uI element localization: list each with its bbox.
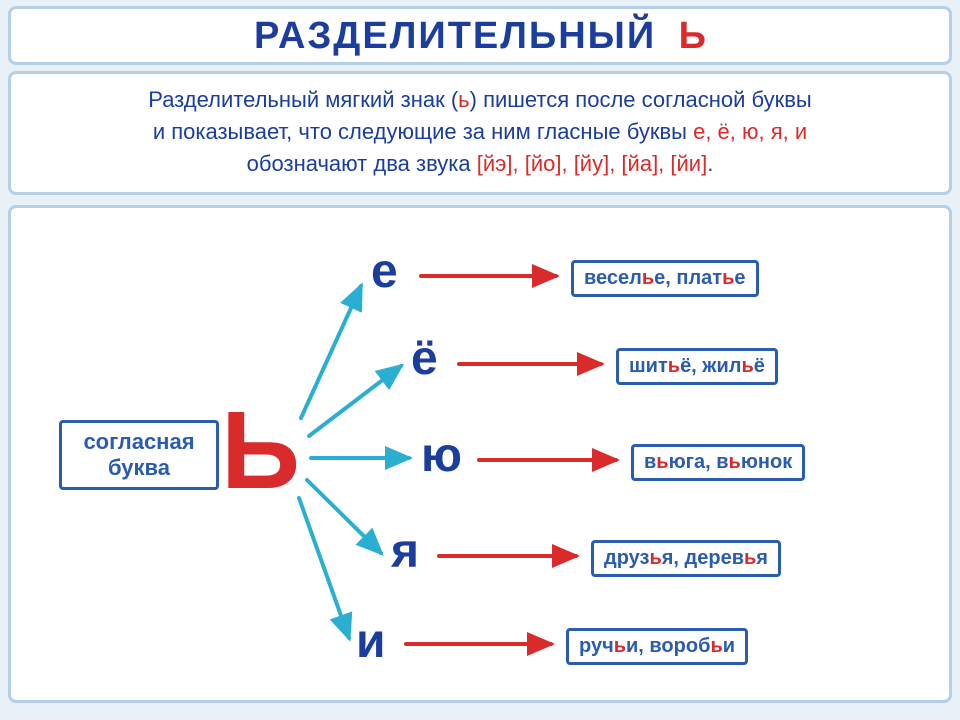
vowel-и: и [356, 618, 386, 666]
example-box-1: шитьё, жильё [616, 348, 778, 385]
example-box-4: ручьи, воробьи [566, 628, 748, 665]
desc-l1-pre: Разделительный мягкий знак ( [148, 87, 458, 112]
diagram-panel: согласная буква Ь её юяи веселье, платье ши… [8, 205, 952, 703]
vowel-ю: ю [421, 432, 462, 480]
desc-l3-phon: [йэ], [йо], [йу], [йа], [йи] [477, 151, 707, 176]
description-line-3: обозначают два звука [йэ], [йо], [йу], [… [29, 148, 931, 180]
consonant-line-2: буква [108, 455, 170, 480]
description-panel: Разделительный мягкий знак (ь) пишется п… [8, 71, 952, 195]
vowel-я: я [391, 528, 419, 576]
big-soft-sign: Ь [221, 396, 300, 506]
example-box-3: друзья, деревья [591, 540, 781, 577]
desc-l1-sign: ь [458, 87, 469, 112]
description-line-2: и показывает, что следующие за ним гласн… [29, 116, 931, 148]
consonant-line-1: согласная [83, 429, 194, 454]
vowel-е: е [371, 248, 398, 296]
desc-l2-vowels: е, ё, ю, я, и [693, 119, 807, 144]
desc-l3-post: . [707, 151, 713, 176]
title-accent: Ь [679, 15, 706, 57]
example-box-2: вьюга, вьюнок [631, 444, 805, 481]
title-panel: РАЗДЕЛИТЕЛЬНЫЙ Ь [8, 6, 952, 65]
desc-l3-pre: обозначают два звука [247, 151, 477, 176]
title-main: РАЗДЕЛИТЕЛЬНЫЙ [254, 15, 656, 57]
desc-l2-pre: и показывает, что следующие за ним гласн… [153, 119, 693, 144]
vowel-ё: ё [411, 335, 438, 383]
example-box-0: веселье, платье [571, 260, 759, 297]
consonant-box: согласная буква [59, 420, 219, 490]
desc-l1-post: ) пишется после согласной буквы [470, 87, 812, 112]
page-root: РАЗДЕЛИТЕЛЬНЫЙ Ь Разделительный мягкий з… [0, 0, 960, 720]
description-line-1: Разделительный мягкий знак (ь) пишется п… [29, 84, 931, 116]
